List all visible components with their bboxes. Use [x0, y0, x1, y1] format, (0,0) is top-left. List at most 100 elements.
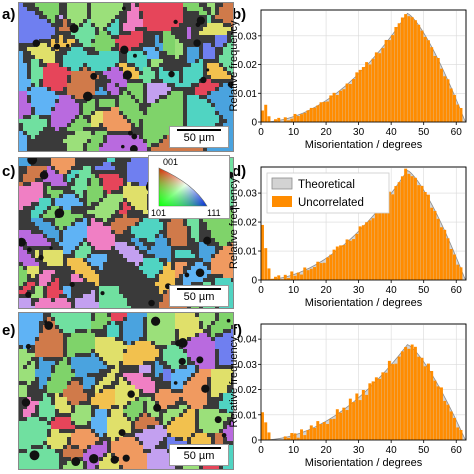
panel-label-f: f)	[232, 322, 242, 339]
histogram-bar	[397, 356, 401, 440]
y-tick-label: 0	[251, 118, 257, 129]
x-tick-label: 20	[321, 127, 333, 138]
x-tick-label: 50	[418, 445, 430, 456]
histogram-bar	[267, 116, 271, 122]
y-tick-label: 0.03	[238, 360, 258, 371]
histogram-bar	[309, 268, 313, 280]
histogram-bar	[290, 271, 294, 280]
histogram-bar	[326, 423, 330, 440]
histogram-bar	[326, 101, 330, 122]
histogram-bar	[303, 267, 307, 280]
x-tick-label: 60	[451, 285, 463, 296]
y-tick-label: 0.01	[238, 247, 258, 258]
y-tick-label: 0	[251, 436, 257, 447]
x-tick-label: 50	[418, 127, 430, 138]
y-axis-label: Relative frequency	[228, 177, 240, 269]
x-tick-label: 30	[353, 127, 365, 138]
histogram-bar	[322, 422, 326, 440]
histogram-bar	[352, 239, 356, 280]
histogram-bar	[449, 88, 453, 122]
y-tick-label: 0.02	[238, 60, 258, 71]
histogram-bar	[371, 58, 375, 122]
histogram-bar	[274, 276, 277, 280]
histogram-b: 0 10 20 30 40 50 60 0 0.01 0.02 0.03 Misorientation…	[228, 9, 467, 151]
histogram-bar	[459, 107, 463, 122]
histogram-bar	[404, 168, 408, 280]
histogram-bar	[264, 104, 268, 122]
histogram-bar	[296, 116, 300, 122]
histogram-bar	[322, 262, 326, 280]
histogram-bar	[339, 90, 343, 122]
histogram-bar	[300, 274, 304, 280]
histogram-bar	[287, 437, 290, 440]
histogram-bar	[296, 437, 300, 440]
histogram-bar	[443, 400, 447, 440]
panel-label-d: d)	[232, 163, 247, 180]
histogram-bar	[417, 356, 421, 440]
histogram-bar	[400, 351, 404, 440]
histogram-bar	[345, 83, 349, 122]
histogram-bar	[335, 246, 339, 280]
histogram-bar	[436, 218, 440, 280]
histogram-bar	[391, 35, 395, 122]
histogram-bar	[426, 40, 430, 122]
histogram-bar	[342, 245, 346, 280]
histogram-bar	[309, 107, 313, 122]
histogram-bar	[264, 248, 268, 280]
y-tick-label: 0.03	[238, 31, 258, 42]
histogram-bar	[381, 206, 385, 280]
y-axis-label: Relative frequency	[228, 336, 240, 428]
histogram-bar	[358, 400, 362, 440]
histogram-bar	[319, 102, 323, 122]
histogram-bar	[309, 425, 313, 440]
histogram-bar	[352, 79, 356, 122]
y-tick-label: 0.03	[238, 189, 258, 200]
histogram-bar	[283, 436, 287, 440]
histogram-bar	[407, 173, 411, 280]
histogram-d: 0 10 20 30 40 50 60 0 0.01 0.02 0.03 Misorientation…	[228, 166, 467, 309]
y-tick-label: 0	[251, 276, 257, 287]
histogram-bar	[417, 185, 421, 280]
histogram-bar	[300, 114, 304, 122]
histogram-bar	[290, 118, 294, 122]
histogram-bar	[283, 117, 287, 122]
x-tick-label: 0	[258, 285, 264, 296]
histogram-bar	[404, 14, 408, 122]
x-axis-label: Misorientation / degrees	[305, 297, 423, 309]
scale-bar-e: 50 µm	[169, 444, 229, 466]
histogram-bar	[296, 272, 300, 280]
x-tick-label: 30	[353, 445, 365, 456]
histogram-bar	[332, 249, 336, 280]
histogram-bar	[348, 83, 352, 122]
histogram-bar	[410, 176, 414, 280]
histogram-bar	[439, 227, 443, 280]
histogram-bar	[355, 72, 359, 122]
histogram-bar	[277, 117, 281, 122]
histogram-bar	[420, 357, 424, 440]
x-tick-label: 20	[321, 285, 333, 296]
histogram-bar	[456, 104, 460, 122]
histogram-bar	[267, 268, 271, 280]
x-tick-label: 0	[258, 127, 264, 138]
histogram-bar	[452, 94, 456, 122]
histogram-bar	[283, 274, 287, 280]
histogram-bar	[407, 348, 411, 440]
histogram-bar	[423, 36, 427, 123]
histogram-bar	[452, 417, 456, 440]
histogram-bar	[456, 427, 460, 440]
x-tick-label: 10	[288, 445, 300, 456]
histogram-bar	[368, 220, 372, 280]
histogram-bar	[361, 389, 365, 440]
histogram-bar	[326, 257, 330, 280]
histogram-bar	[459, 429, 463, 440]
histogram-bar	[413, 346, 417, 440]
histogram-bar	[345, 239, 349, 280]
histogram-bar	[413, 177, 417, 280]
histogram-bar	[293, 433, 297, 440]
panel-label-a: a)	[2, 6, 16, 23]
histogram-bar	[342, 407, 346, 440]
y-tick-label: 0.02	[238, 385, 258, 396]
histogram-bar	[443, 76, 447, 122]
histogram-bar	[303, 112, 307, 122]
x-tick-label: 60	[451, 445, 463, 456]
